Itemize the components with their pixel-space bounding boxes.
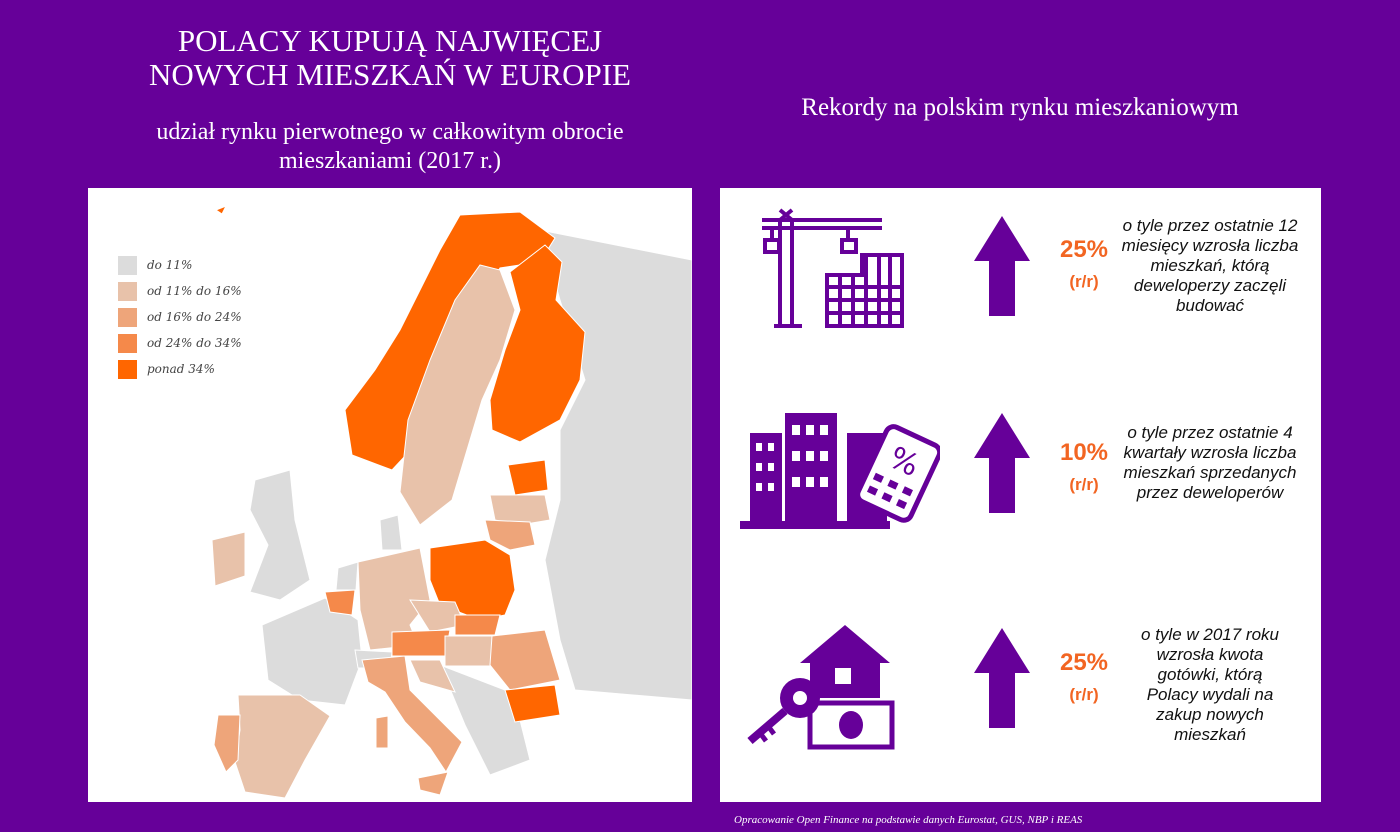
subtitle: udział rynku pierwotnego w całkowitym ob…: [88, 118, 692, 176]
stat-description: o tyle przez ostatnie 4 kwartały wzrosła…: [1123, 423, 1297, 502]
stat-row: 25% (r/r) o tyle przez ostatnie 12 miesię…: [720, 188, 1321, 378]
records-panel: 25% (r/r) o tyle przez ostatnie 12 miesię…: [720, 188, 1321, 802]
stat-row: 25% (r/r) o tyle w 2017 roku wzrosła kwot…: [720, 613, 1321, 803]
crane-building-icon: [762, 208, 904, 328]
legend-label: ponad 34%: [147, 362, 215, 376]
subtitle-line: udział rynku pierwotnego w całkowitym ob…: [156, 119, 624, 145]
croatia: [409, 659, 456, 693]
romania: [489, 629, 561, 691]
hungary: [444, 635, 496, 667]
map-svg: [211, 205, 692, 799]
right-title: Rekordy na polskim rynku mieszkaniowym: [801, 94, 1239, 121]
title-line: NOWYCH MIESZKAŃ W EUROPIE: [149, 57, 631, 92]
stat-description: o tyle przez ostatnie 12 miesięcy wzrosł…: [1121, 216, 1299, 315]
sardinia: [375, 715, 389, 749]
europe-map: do 11% od 11% do 16% od 16% do 24% od 24…: [88, 188, 692, 802]
legend-label: od 24% do 34%: [147, 336, 242, 350]
legend-swatch: [118, 307, 137, 327]
legend-label: od 16% do 24%: [147, 310, 242, 324]
poland: [429, 539, 516, 621]
estonia: [507, 459, 549, 496]
sweden: [399, 264, 516, 526]
legend-item: od 16% do 24%: [118, 304, 242, 330]
legend-label: do 11%: [147, 258, 193, 272]
stat-value: 25% (r/r): [1050, 649, 1118, 705]
netherlands: [335, 561, 359, 591]
iceland: [214, 205, 228, 215]
legend-swatch: [118, 333, 137, 353]
source-footer: Opracowanie Open Finance na podstawie da…: [734, 814, 1083, 826]
stat-unit: (r/r): [1069, 272, 1099, 291]
legend-item: ponad 34%: [118, 356, 242, 382]
spain: [234, 694, 331, 799]
legend-swatch: [118, 255, 137, 275]
up-arrow-icon: [974, 413, 1030, 513]
legend-item: do 11%: [118, 252, 242, 278]
stat-percent: 10%: [1059, 439, 1109, 466]
portugal: [213, 714, 241, 773]
finland: [489, 244, 586, 443]
sicily: [417, 771, 449, 796]
up-arrow-icon: [974, 628, 1030, 728]
latvia: [489, 494, 551, 526]
austria: [391, 629, 451, 657]
belgium: [324, 589, 356, 616]
stat-value: 10% (r/r): [1050, 439, 1118, 495]
buildings-calculator-icon: %: [740, 413, 940, 529]
title-line: POLACY KUPUJĄ NAJWIĘCEJ: [177, 23, 603, 58]
legend-item: od 11% do 16%: [118, 278, 242, 304]
legend-swatch: [118, 281, 137, 301]
stat-description: o tyle w 2017 roku wzrosła kwota gotówki…: [1141, 625, 1279, 744]
russia-east: [539, 229, 692, 701]
main-title: POLACY KUPUJĄ NAJWIĘCEJ NOWYCH MIESZKAŃ W…: [88, 24, 692, 92]
stat-value: 25% (r/r): [1050, 236, 1118, 292]
ireland: [211, 531, 246, 587]
map-legend: do 11% od 11% do 16% od 16% do 24% od 24…: [118, 252, 242, 382]
subtitle-line: mieszkaniami (2017 r.): [279, 148, 501, 174]
stat-unit: (r/r): [1069, 685, 1099, 704]
slovakia: [454, 614, 501, 636]
house-key-money-icon: [747, 625, 895, 750]
uk: [249, 469, 311, 601]
stat-percent: 25%: [1059, 649, 1109, 676]
stat-unit: (r/r): [1069, 475, 1099, 494]
stat-percent: 25%: [1059, 236, 1109, 263]
stat-row: % 10% (r/r) o tyle przez ostatnie 4 kwart…: [720, 393, 1321, 583]
legend-swatch: [118, 359, 137, 379]
denmark: [379, 514, 403, 551]
legend-label: od 11% do 16%: [147, 284, 242, 298]
lithuania: [484, 519, 536, 551]
legend-item: od 24% do 34%: [118, 330, 242, 356]
bulgaria: [504, 684, 561, 723]
up-arrow-icon: [974, 216, 1030, 316]
